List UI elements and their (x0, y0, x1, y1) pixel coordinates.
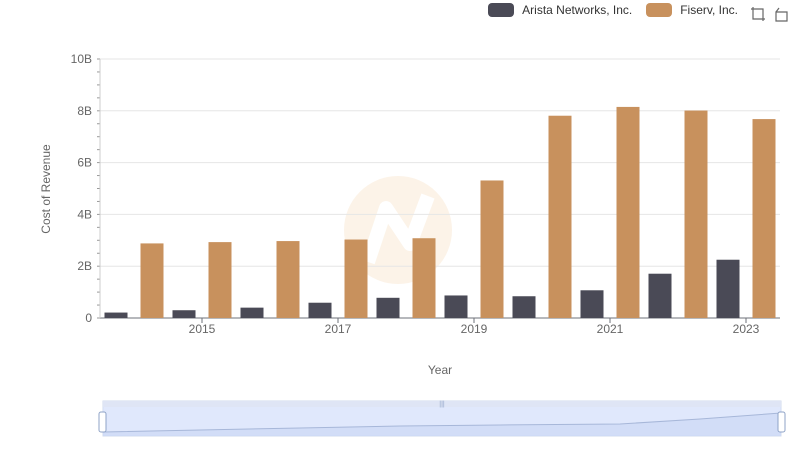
bar-fiserv-2020[interactable] (548, 115, 572, 318)
y-tick-label: 6B (77, 156, 92, 170)
bar-fiserv-2022[interactable] (684, 110, 708, 318)
y-tick-label: 10B (71, 52, 92, 66)
legend-item-arista[interactable]: Arista Networks, Inc. (488, 3, 632, 17)
slider-preview-line (102, 412, 782, 433)
bar-arista-2017[interactable] (308, 302, 332, 318)
y-axis-tick-labels: 0 2B 4B 6B 8B 10B (71, 52, 93, 325)
legend: Arista Networks, Inc. Fiserv, Inc. (488, 3, 738, 17)
x-axis-title: Year (428, 363, 452, 377)
bars (104, 106, 776, 318)
y-tick-label: 2B (77, 259, 92, 273)
slider-grip-icon[interactable]: ||| (439, 401, 445, 408)
x-tick-label: 2021 (597, 322, 624, 336)
y-axis-title: Cost of Revenue (39, 144, 53, 234)
legend-item-fiserv[interactable]: Fiserv, Inc. (646, 3, 738, 17)
bar-arista-2020[interactable] (512, 296, 536, 318)
x-tick-label: 2015 (189, 322, 216, 336)
bar-arista-2023[interactable] (716, 259, 740, 318)
toolbox (750, 6, 790, 22)
x-tick-label: 2019 (461, 322, 488, 336)
y-tick-label: 4B (77, 207, 92, 221)
y-tick-label: 8B (77, 104, 92, 118)
legend-swatch-fiserv (646, 3, 673, 17)
legend-label-fiserv: Fiserv, Inc. (680, 3, 738, 17)
data-zoom-slider[interactable]: ||| (98, 400, 786, 437)
x-tick-label: 2023 (733, 322, 760, 336)
bar-arista-2022[interactable] (648, 273, 672, 318)
bar-fiserv-2021[interactable] (616, 106, 640, 318)
slider-handle-right[interactable] (777, 411, 786, 433)
bar-arista-2021[interactable] (580, 290, 604, 318)
x-tick-label: 2017 (325, 322, 352, 336)
bar-fiserv-2014[interactable] (140, 243, 164, 318)
bar-fiserv-2016[interactable] (276, 241, 300, 318)
bar-arista-2019[interactable] (444, 295, 468, 318)
slider-handle-left[interactable] (98, 411, 107, 433)
bar-arista-2015[interactable] (172, 310, 196, 318)
slider-top-bar[interactable] (103, 401, 781, 407)
bar-fiserv-2017[interactable] (344, 239, 368, 318)
y-tick-label: 0 (85, 311, 92, 325)
x-axis-tick-labels: 2015 2017 2019 2021 2023 (189, 318, 760, 336)
legend-label-arista: Arista Networks, Inc. (522, 3, 633, 17)
restore-icon[interactable] (774, 6, 790, 22)
zoom-icon[interactable] (750, 6, 766, 22)
bar-arista-2014[interactable] (104, 312, 128, 318)
bar-fiserv-2023[interactable] (752, 119, 776, 318)
bar-arista-2016[interactable] (240, 307, 264, 318)
bar-fiserv-2019[interactable] (480, 180, 504, 318)
legend-swatch-arista (488, 3, 515, 17)
bar-arista-2018[interactable] (376, 297, 400, 318)
bar-fiserv-2018[interactable] (412, 238, 436, 318)
slider-preview-area (103, 413, 781, 436)
bar-fiserv-2015[interactable] (208, 242, 232, 318)
